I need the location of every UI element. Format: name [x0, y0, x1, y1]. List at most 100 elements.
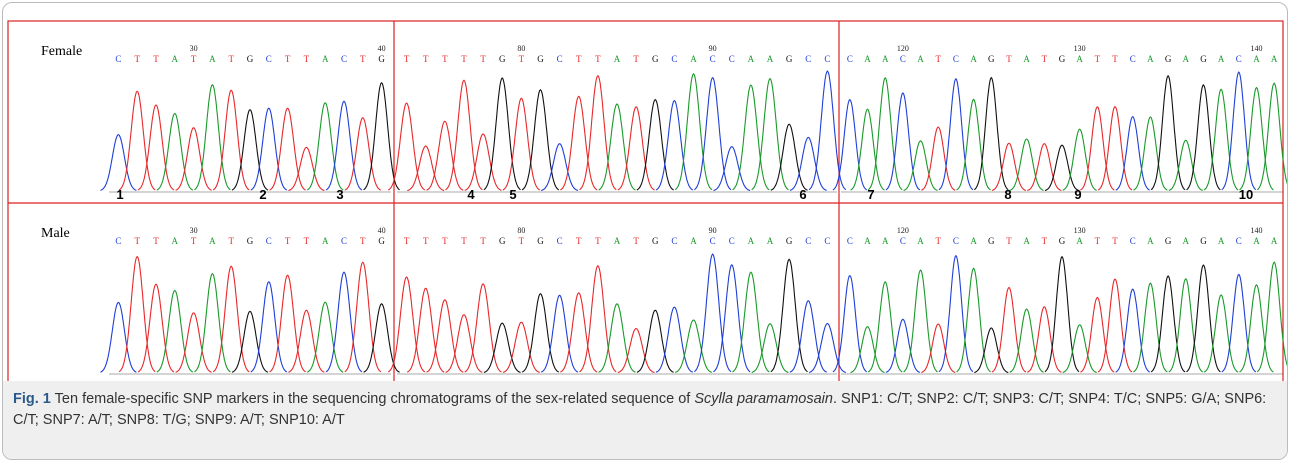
base-call: T: [360, 54, 366, 64]
chromatogram-peak: [522, 294, 559, 372]
chromatogram-peak: [974, 328, 1008, 373]
base-call: T: [576, 54, 582, 64]
base-call: G: [537, 236, 544, 246]
position-label: 90: [709, 226, 717, 235]
base-call: T: [480, 54, 486, 64]
base-call: C: [1236, 54, 1242, 64]
chromatogram-peak: [194, 85, 230, 190]
base-call: A: [1147, 236, 1154, 246]
chromatogram-peak: [157, 291, 193, 373]
chromatogram-peak: [503, 98, 540, 190]
base-call: A: [1076, 236, 1083, 246]
base-call: C: [805, 54, 811, 64]
position-label: 40: [378, 44, 386, 53]
chromatogram-peak: [1151, 76, 1185, 190]
base-call: T: [423, 54, 429, 64]
position-label: 30: [190, 226, 198, 235]
base-call: C: [341, 236, 347, 246]
chromatogram-peak: [868, 282, 902, 372]
base-call: C: [900, 54, 906, 64]
panel-label: Female: [41, 44, 82, 59]
chromatogram-peak: [992, 143, 1026, 190]
chromatogram-peak: [1240, 88, 1274, 190]
base-call: G: [1165, 54, 1172, 64]
base-call: T: [480, 236, 486, 246]
base-call: T: [404, 54, 410, 64]
chromatogram-peak: [904, 141, 938, 191]
chromatogram-peak: [560, 96, 597, 189]
base-call: T: [285, 54, 291, 64]
base-call: T: [633, 236, 639, 246]
base-call: G: [378, 236, 385, 246]
base-call: C: [805, 236, 811, 246]
snp-number: 5: [509, 187, 516, 202]
base-call: C: [847, 54, 853, 64]
chromatogram-peak: [307, 103, 343, 190]
chromatogram-peak: [851, 327, 885, 373]
chromatogram-peak: [1027, 144, 1061, 191]
chromatogram-peak: [904, 270, 938, 372]
base-call: C: [729, 54, 735, 64]
base-call: T: [461, 236, 467, 246]
base-call: A: [767, 54, 774, 64]
base-call: G: [652, 54, 659, 64]
position-label: 80: [517, 226, 525, 235]
chromatogram-peak: [733, 85, 770, 190]
base-call: A: [748, 236, 755, 246]
chromatogram-peak: [957, 99, 991, 190]
chromatogram-peak: [886, 319, 920, 372]
base-call: T: [191, 236, 197, 246]
base-call: A: [690, 236, 697, 246]
base-call: A: [172, 236, 179, 246]
snp-number: 3: [336, 187, 343, 202]
snp-number: 8: [1004, 187, 1011, 202]
base-call: A: [748, 54, 755, 64]
base-call: C: [557, 54, 563, 64]
base-call: T: [304, 236, 310, 246]
chromatogram-peak: [771, 259, 808, 371]
chromatogram-peak: [288, 147, 324, 190]
base-call: A: [1183, 236, 1190, 246]
chromatogram-peak: [675, 74, 712, 190]
base-call: A: [614, 236, 621, 246]
base-call: T: [304, 54, 310, 64]
base-call: A: [1271, 54, 1278, 64]
base-call: C: [557, 236, 563, 246]
caption-label: Fig. 1: [13, 391, 51, 407]
position-label: 130: [1074, 226, 1086, 235]
chromatogram-peak: [176, 128, 212, 191]
base-call: T: [1095, 236, 1101, 246]
base-call: T: [519, 54, 525, 64]
chromatogram-peak: [194, 274, 230, 372]
base-call: A: [1253, 54, 1260, 64]
position-label: 140: [1250, 226, 1262, 235]
base-call: G: [247, 54, 254, 64]
base-call: T: [191, 54, 197, 64]
base-call: G: [1059, 236, 1066, 246]
chromatogram-peak: [484, 323, 521, 372]
base-call: G: [1200, 236, 1207, 246]
chromatogram-peak: [1045, 257, 1079, 372]
base-call: A: [970, 54, 977, 64]
base-call: A: [917, 54, 924, 64]
base-call: G: [378, 54, 385, 64]
chromatogram-peak: [541, 295, 578, 372]
base-call: A: [690, 54, 697, 64]
snp-number: 9: [1074, 187, 1081, 202]
base-call: T: [360, 236, 366, 246]
base-call: A: [1253, 236, 1260, 246]
base-call: A: [1183, 54, 1190, 64]
panel-label: Male: [41, 226, 70, 241]
base-call: C: [953, 54, 959, 64]
base-call: A: [1023, 54, 1030, 64]
position-label: 40: [378, 226, 386, 235]
base-call: G: [652, 236, 659, 246]
base-call: A: [1218, 236, 1225, 246]
position-label: 140: [1250, 44, 1262, 53]
chromatogram-peak: [1169, 279, 1203, 372]
caption-species: Scylla paramamosain: [694, 391, 833, 407]
chromatogram-peak: [833, 276, 867, 372]
base-call: A: [882, 236, 889, 246]
figure: FemaleCTTAT30ATGCTTACTG40TTTTTGT80GCTTAT…: [0, 0, 1292, 465]
snp-number: 4: [467, 187, 475, 202]
